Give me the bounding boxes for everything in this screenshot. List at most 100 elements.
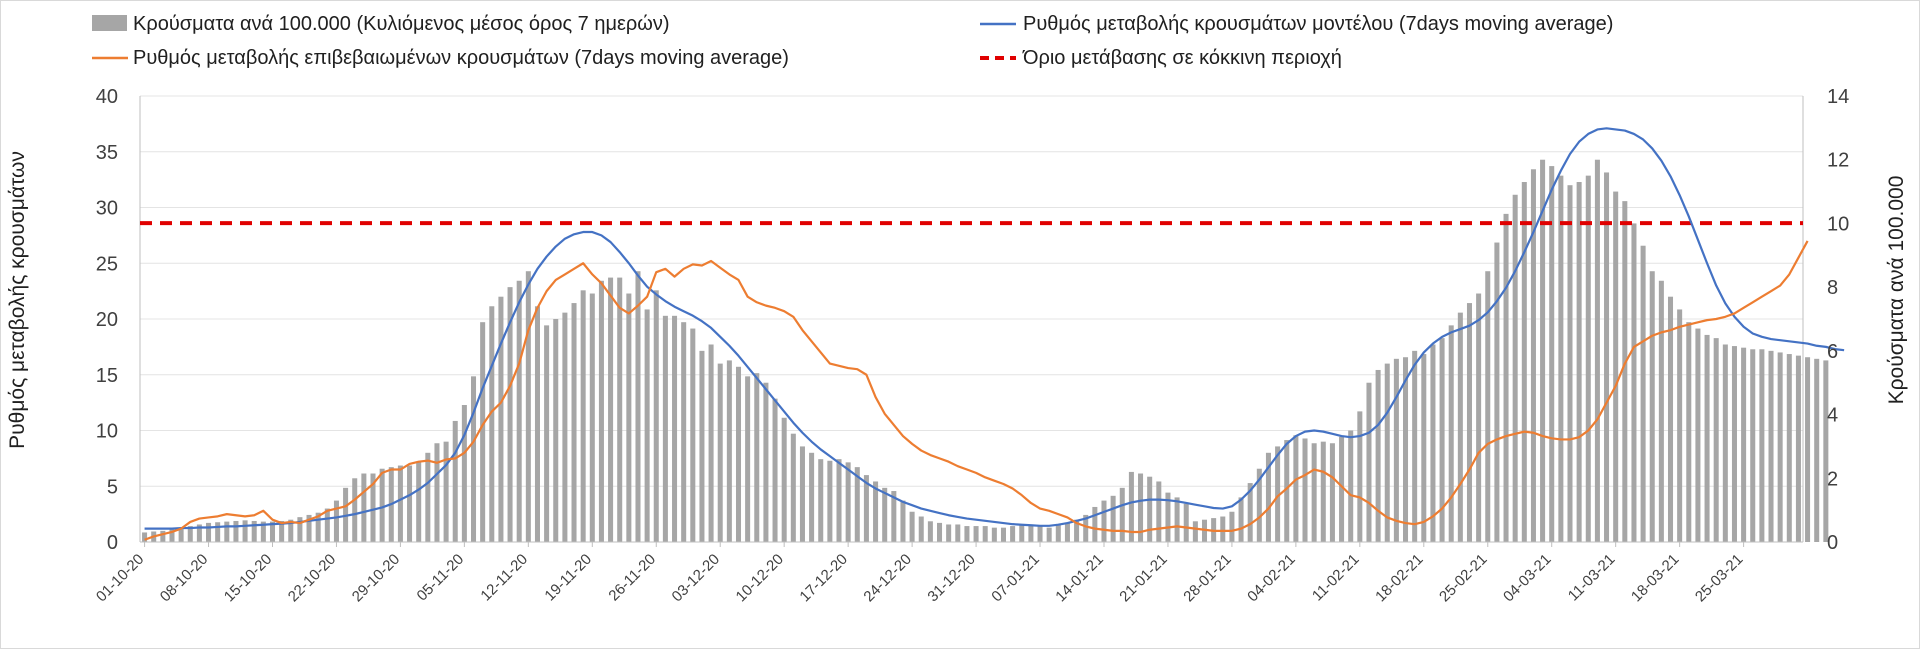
bar-26-12-20 bbox=[927, 521, 933, 542]
bar-12-11-20 bbox=[525, 271, 531, 542]
bar-12-12-20 bbox=[799, 446, 805, 542]
bar-14-12-20 bbox=[818, 459, 824, 542]
bar-28-02-21 bbox=[1512, 194, 1518, 542]
y-right-tick-label: 10 bbox=[1827, 213, 1849, 235]
bar-31-10-20 bbox=[416, 462, 422, 542]
bar-20-03-21 bbox=[1695, 328, 1701, 542]
y-left-axis-title: Ρυθμός μεταβολής κρουσμάτων bbox=[6, 151, 29, 449]
bar-27-03-21 bbox=[1759, 349, 1765, 542]
bar-01-10-20 bbox=[142, 532, 148, 542]
bar-10-03-21 bbox=[1604, 172, 1610, 542]
bar-27-11-20 bbox=[662, 315, 668, 542]
bar-14-02-21 bbox=[1384, 363, 1390, 542]
bar-11-03-21 bbox=[1613, 191, 1619, 543]
y-left-tick-label: 5 bbox=[107, 476, 118, 498]
y-left-tick-label: 0 bbox=[107, 532, 118, 554]
bar-12-01-21 bbox=[1083, 514, 1089, 542]
y-right-tick-label: 0 bbox=[1827, 532, 1838, 554]
bar-24-02-21 bbox=[1476, 293, 1482, 542]
bar-24-10-20 bbox=[352, 478, 358, 542]
bar-07-11-20 bbox=[480, 322, 486, 542]
bar-15-01-21 bbox=[1110, 495, 1116, 542]
bar-07-12-20 bbox=[754, 373, 760, 542]
bar-16-02-21 bbox=[1403, 357, 1409, 542]
bar-09-10-20 bbox=[215, 522, 221, 542]
y-right-tick-label: 4 bbox=[1827, 405, 1838, 427]
bar-04-10-20 bbox=[169, 529, 175, 542]
bar-15-02-21 bbox=[1393, 358, 1399, 542]
bar-15-03-21 bbox=[1649, 271, 1655, 542]
bar-02-03-21 bbox=[1530, 169, 1536, 542]
bar-03-10-20 bbox=[160, 530, 166, 542]
bar-13-12-20 bbox=[809, 452, 815, 542]
bar-14-03-21 bbox=[1640, 245, 1646, 542]
bar-19-01-21 bbox=[1147, 476, 1153, 542]
bar-undefined bbox=[1814, 358, 1820, 542]
bar-18-02-21 bbox=[1421, 354, 1427, 542]
bar-05-03-21 bbox=[1558, 175, 1564, 542]
bar-08-01-21 bbox=[1046, 527, 1052, 542]
bar-29-12-20 bbox=[955, 524, 961, 542]
legend-swatch-bars bbox=[92, 15, 127, 31]
bar-21-10-20 bbox=[324, 508, 330, 542]
bar-30-03-21 bbox=[1786, 354, 1792, 542]
bar-15-12-20 bbox=[827, 460, 833, 542]
bar-07-01-21 bbox=[1037, 526, 1043, 542]
bar-06-02-21 bbox=[1311, 443, 1317, 542]
legend-label-bars: Κρούσματα ανά 100.000 (Κυλιόμενος μέσος … bbox=[133, 13, 670, 35]
bar-30-10-20 bbox=[407, 465, 413, 542]
bar-31-12-20 bbox=[973, 526, 979, 542]
bar-13-03-21 bbox=[1631, 223, 1637, 542]
model-line bbox=[144, 127, 1845, 530]
bar-30-11-20 bbox=[690, 328, 696, 542]
bar-28-11-20 bbox=[672, 315, 678, 542]
bar-25-12-20 bbox=[918, 516, 924, 542]
bar-08-02-21 bbox=[1329, 443, 1335, 542]
bar-25-03-21 bbox=[1741, 347, 1747, 542]
bar-16-12-20 bbox=[836, 459, 842, 542]
bar-28-03-21 bbox=[1768, 350, 1774, 542]
bar-16-03-21 bbox=[1658, 280, 1664, 542]
bar-23-11-20 bbox=[626, 293, 632, 542]
bar-29-10-20 bbox=[397, 465, 403, 542]
bar-17-11-20 bbox=[571, 303, 577, 542]
legend: Κρούσματα ανά 100.000 (Κυλιόμενος μέσος … bbox=[92, 13, 1613, 69]
y-right-axis-title: Κρούσματα ανά 100.000 bbox=[1885, 176, 1908, 405]
legend-item-threshold: Όριο μετάβασης σε κόκκινη περιοχή bbox=[980, 47, 1342, 69]
bar-08-10-20 bbox=[206, 522, 212, 542]
bar-28-12-20 bbox=[946, 524, 952, 542]
bar-23-03-21 bbox=[1722, 344, 1728, 542]
bar-17-12-20 bbox=[845, 462, 851, 542]
y-left-tick-label: 10 bbox=[96, 421, 118, 443]
bar-13-02-21 bbox=[1375, 369, 1381, 542]
bar-22-10-20 bbox=[333, 500, 339, 542]
bar-18-12-20 bbox=[854, 467, 860, 542]
bar-22-11-20 bbox=[617, 277, 623, 542]
bar-12-10-20 bbox=[242, 520, 248, 542]
bar-14-01-21 bbox=[1101, 500, 1107, 542]
bar-24-03-21 bbox=[1731, 346, 1737, 542]
bar-16-01-21 bbox=[1119, 487, 1125, 542]
y-right-tick-label: 8 bbox=[1827, 277, 1838, 299]
bar-09-12-20 bbox=[772, 398, 778, 542]
bar-07-02-21 bbox=[1320, 441, 1326, 542]
bar-12-03-21 bbox=[1622, 201, 1628, 542]
bar-10-11-20 bbox=[507, 287, 513, 542]
bar-19-12-20 bbox=[863, 475, 869, 542]
bar-20-12-20 bbox=[873, 481, 879, 542]
y-left-tick-label: 25 bbox=[96, 253, 118, 275]
bar-16-10-20 bbox=[279, 520, 285, 542]
y-right-tick-label: 14 bbox=[1827, 86, 1849, 108]
bar-18-10-20 bbox=[297, 517, 303, 542]
y-right-tick-labels: 0 2 4 6 8 10 12 14 bbox=[1827, 86, 1849, 554]
bar-21-01-21 bbox=[1165, 492, 1171, 542]
bar-02-11-20 bbox=[434, 443, 440, 542]
legend-label-threshold: Όριο μετάβασης σε κόκκινη περιοχή bbox=[1022, 47, 1342, 69]
bar-27-10-20 bbox=[379, 468, 385, 542]
bar-12-02-21 bbox=[1366, 382, 1372, 542]
legend-item-bars: Κρούσματα ανά 100.000 (Κυλιόμενος μέσος … bbox=[92, 13, 670, 35]
y-right-tick-label: 2 bbox=[1827, 468, 1838, 490]
bar-04-12-20 bbox=[726, 360, 732, 542]
bar-05-10-20 bbox=[178, 527, 184, 542]
